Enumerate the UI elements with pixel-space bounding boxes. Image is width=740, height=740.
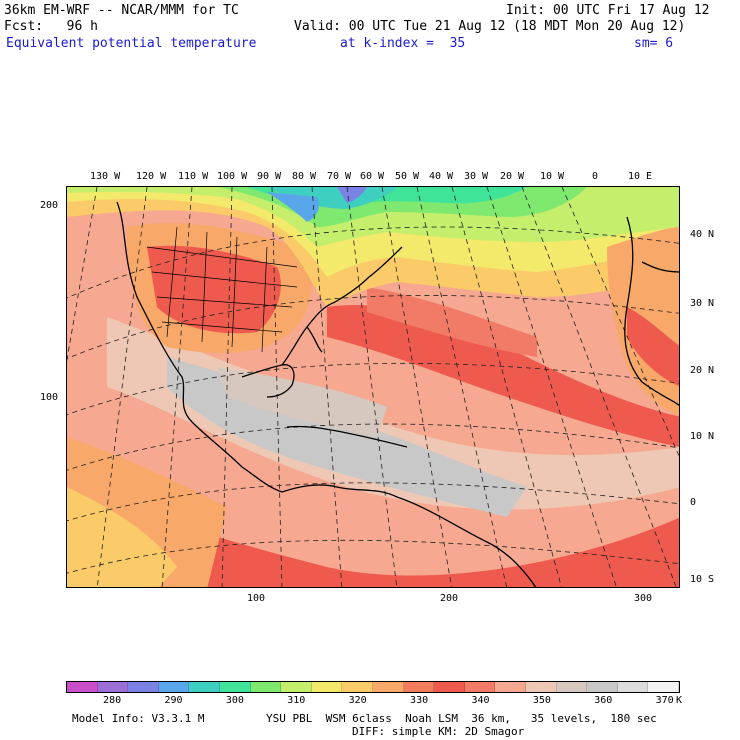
lon-label: 0 [592, 171, 599, 182]
colorbar-swatch [587, 682, 618, 692]
physics-line-2: DIFF: simple KM: 2D Smagor [352, 725, 525, 738]
colorbar-swatch [464, 682, 496, 692]
colorbar-swatch [97, 682, 129, 692]
colorbar-swatch [434, 682, 465, 692]
init-time: Init: 00 UTC Fri 17 Aug 12 [506, 3, 710, 18]
smoothing-info: sm= 6 [634, 36, 674, 51]
colorbar-tick-label: 360 [594, 695, 613, 706]
map-panel [66, 186, 680, 588]
model-title: 36km EM-WRF -- NCAR/MMM for TC [4, 3, 239, 18]
lon-label: 10 W [540, 171, 565, 182]
lon-label: 70 W [327, 171, 352, 182]
lat-label: 0 [690, 497, 697, 508]
level-info: at k-index = 35 [340, 36, 466, 51]
grid-y-label: 100 [40, 392, 59, 403]
colorbar-tick-label: 370 [655, 695, 674, 706]
lon-label: 30 W [464, 171, 489, 182]
lat-label: 10 N [690, 431, 715, 442]
colorbar-swatch [648, 682, 679, 692]
lon-label: 20 W [500, 171, 525, 182]
colorbar-tick-label: 310 [287, 695, 306, 706]
lon-label: 100 W [217, 171, 248, 182]
colorbar-swatch [67, 682, 98, 692]
colorbar-swatch [311, 682, 343, 692]
colorbar-tick-label: 320 [348, 695, 367, 706]
lon-label: 130 W [90, 171, 121, 182]
colorbar-swatch [525, 682, 557, 692]
colorbar-swatch [281, 682, 312, 692]
lon-label: 60 W [360, 171, 385, 182]
lon-label: 80 W [292, 171, 317, 182]
lat-label: 30 N [690, 298, 715, 309]
colorbar-swatch [556, 682, 588, 692]
model-info: Model Info: V3.3.1 M [72, 712, 205, 725]
colorbar-tick-label: 300 [225, 695, 244, 706]
physics-line-1: YSU PBL WSM 6class Noah LSM 36 km, 35 le… [266, 712, 657, 725]
grid-x-label: 100 [247, 593, 266, 604]
colorbar-swatch [189, 682, 220, 692]
lon-label: 10 E [628, 171, 653, 182]
colorbar [66, 681, 680, 693]
lat-label: 10 S [690, 574, 715, 585]
lon-label: 110 W [178, 171, 209, 182]
colorbar-swatch [617, 682, 649, 692]
colorbar-swatch [250, 682, 282, 692]
colorbar-swatch [495, 682, 526, 692]
forecast-hour: Fcst: 96 h [4, 19, 98, 34]
colorbar-swatch [403, 682, 435, 692]
colorbar-tick-label: 330 [410, 695, 429, 706]
theta-e-map [67, 187, 679, 587]
lon-label: 90 W [257, 171, 282, 182]
colorbar-swatch [158, 682, 190, 692]
lat-label: 20 N [690, 365, 715, 376]
colorbar-swatch [372, 682, 404, 692]
colorbar-unit: K [676, 695, 683, 706]
colorbar-tick-label: 340 [471, 695, 490, 706]
grid-y-label: 200 [40, 200, 59, 211]
valid-time: Valid: 00 UTC Tue 21 Aug 12 (18 MDT Mon … [294, 19, 686, 34]
lon-label: 50 W [395, 171, 420, 182]
grid-x-label: 300 [634, 593, 653, 604]
colorbar-swatch [342, 682, 373, 692]
lat-label: 40 N [690, 229, 715, 240]
lon-label: 120 W [136, 171, 167, 182]
colorbar-tick-label: 280 [103, 695, 122, 706]
lon-label: 40 W [429, 171, 454, 182]
field-name: Equivalent potential temperature [6, 36, 257, 51]
grid-x-label: 200 [440, 593, 459, 604]
colorbar-tick-label: 290 [164, 695, 183, 706]
colorbar-tick-label: 350 [532, 695, 551, 706]
colorbar-swatch [128, 682, 159, 692]
colorbar-swatch [219, 682, 251, 692]
